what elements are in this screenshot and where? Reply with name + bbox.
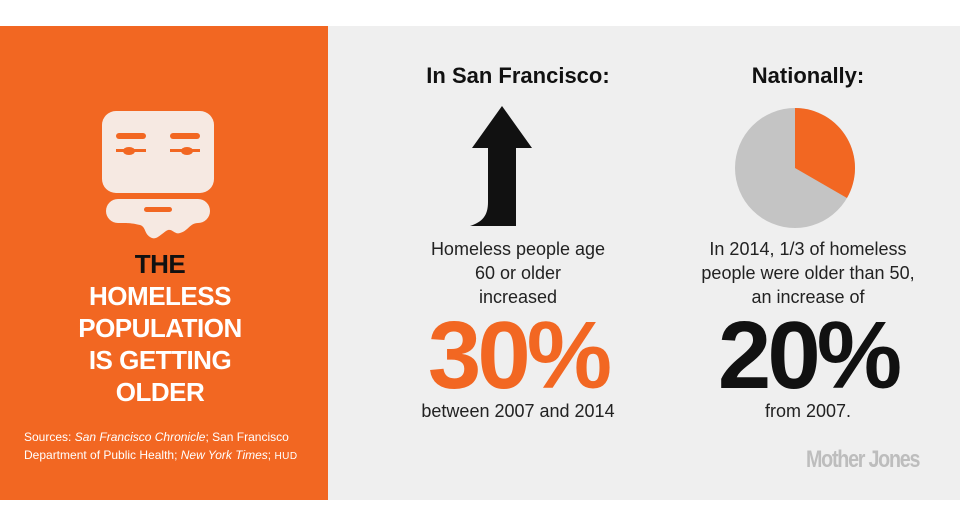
left-panel: THE HOMELESS POPULATION IS GETTING OLDER… xyxy=(0,26,328,500)
pie-older-than-50-slice xyxy=(795,108,856,198)
sf-desc-line-3: increased xyxy=(478,287,558,307)
old-man-face-icon xyxy=(102,111,214,239)
pie-chart-icon xyxy=(735,108,856,228)
source-hud: HUD xyxy=(274,451,298,462)
national-desc-line-2: people were older than 50, xyxy=(701,263,915,283)
sources-note: Sources: San Francisco Chronicle; San Fr… xyxy=(24,428,314,466)
source-nyt: New York Times xyxy=(180,448,268,462)
sf-desc-line-1: Homeless people age xyxy=(430,239,606,259)
sf-description: Homeless people age 60 or older increase… xyxy=(388,237,648,309)
title-line-3: POPULATION xyxy=(78,313,242,343)
national-heading: Nationally: xyxy=(751,63,865,88)
national-desc-line-3: an increase of xyxy=(751,287,865,307)
title-line-5: OLDER xyxy=(115,377,205,407)
title-line-1: THE xyxy=(134,249,186,279)
source-chronicle: San Francisco Chronicle xyxy=(74,430,206,444)
right-panel: In San Francisco: Homeless people age 60… xyxy=(328,26,960,500)
sources-prefix: Sources: xyxy=(24,430,75,444)
national-period: from 2007. xyxy=(764,401,852,421)
up-arrow-icon xyxy=(470,106,532,226)
national-description: In 2014, 1/3 of homeless people were old… xyxy=(683,237,933,309)
sources-separator-1: ; San Francisco Department of Public Hea… xyxy=(24,430,289,462)
national-big-value: 20% xyxy=(717,302,902,409)
title-line-4: IS GETTING xyxy=(88,345,232,375)
title-line-2: HOMELESS xyxy=(89,281,231,311)
sources-separator-2: ; xyxy=(267,448,275,462)
mother-jones-logo: Mother Jones xyxy=(806,446,920,473)
sf-desc-line-2: 60 or older xyxy=(474,263,562,283)
infographic-title: THE HOMELESS POPULATION IS GETTING OLDER xyxy=(60,248,260,408)
sf-heading: In San Francisco: xyxy=(426,63,610,88)
sf-period: between 2007 and 2014 xyxy=(421,401,615,421)
sf-big-value: 30% xyxy=(427,302,612,409)
infographic: THE HOMELESS POPULATION IS GETTING OLDER… xyxy=(0,26,960,500)
national-desc-line-1: In 2014, 1/3 of homeless xyxy=(709,239,907,259)
